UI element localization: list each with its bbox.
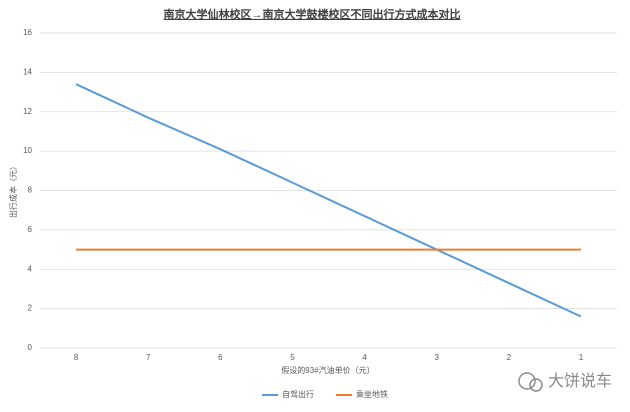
- y-tick-label: 10: [23, 146, 32, 155]
- x-tick-label: 7: [146, 353, 151, 362]
- x-tick-label: 5: [290, 353, 295, 362]
- x-tick-label: 2: [507, 353, 512, 362]
- watermark-icon: [518, 372, 543, 392]
- watermark: 大饼说车: [548, 372, 612, 390]
- legend-label: 自驾出行: [282, 389, 314, 399]
- y-axis-label: 出行成本（元）: [8, 162, 18, 218]
- x-axis-label: 假设的93#汽油单价（元）: [281, 365, 374, 375]
- y-tick-label: 12: [23, 107, 32, 116]
- y-tick-label: 16: [23, 28, 32, 37]
- y-tick-label: 2: [28, 304, 33, 313]
- legend-label: 乘坐地铁: [356, 389, 388, 399]
- y-tick-label: 6: [28, 225, 33, 234]
- x-tick-label: 6: [218, 353, 223, 362]
- y-tick-label: 4: [28, 264, 33, 273]
- chart-title: 南京大学仙林校区→南京大学鼓楼校区不同出行方式成本对比: [164, 7, 461, 21]
- y-tick-label: 8: [28, 186, 33, 195]
- x-tick-label: 1: [579, 353, 584, 362]
- x-tick-label: 4: [362, 353, 367, 362]
- y-tick-label: 0: [28, 343, 33, 352]
- series-line: [75, 83, 582, 318]
- y-tick-label: 14: [23, 67, 32, 76]
- x-tick-label: 3: [434, 353, 439, 362]
- x-tick-label: 8: [74, 353, 79, 362]
